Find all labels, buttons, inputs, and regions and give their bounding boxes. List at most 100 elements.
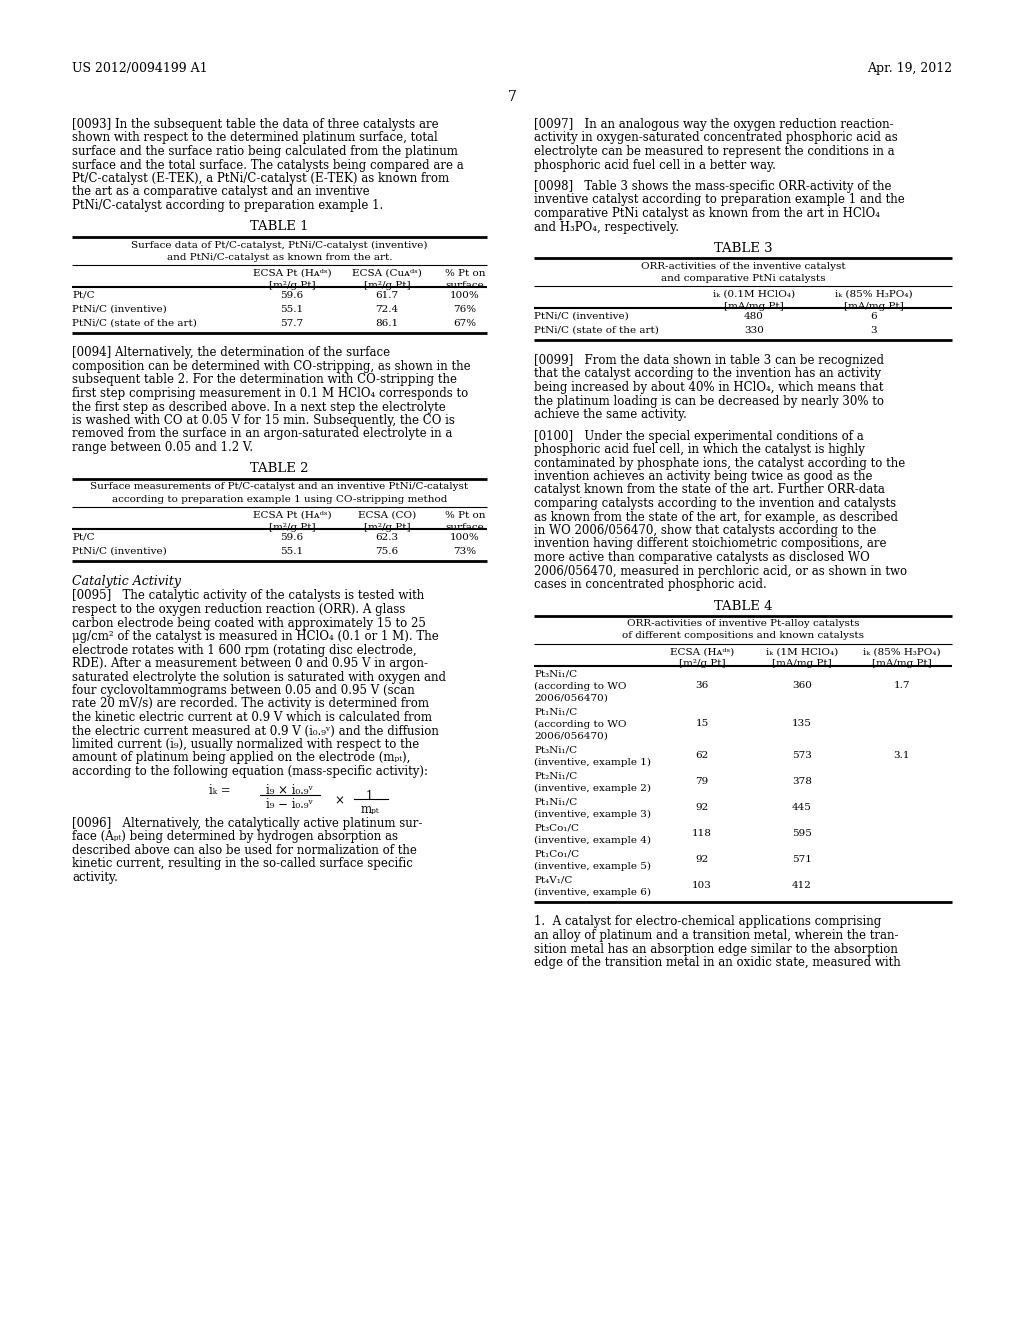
Text: 360: 360	[792, 681, 812, 690]
Text: (according to WO: (according to WO	[534, 719, 627, 729]
Text: mₚₜ: mₚₜ	[360, 803, 379, 816]
Text: iₖ =: iₖ =	[209, 784, 230, 797]
Text: (inventive, example 4): (inventive, example 4)	[534, 836, 651, 845]
Text: catalyst known from the state of the art. Further ORR-data: catalyst known from the state of the art…	[534, 483, 885, 496]
Text: Pt₃Ni₁/C: Pt₃Ni₁/C	[534, 746, 578, 755]
Text: Pt₃Ni₁/C: Pt₃Ni₁/C	[534, 669, 578, 678]
Text: 573: 573	[792, 751, 812, 760]
Text: face (Aₚₜ) being determined by hydrogen absorption as: face (Aₚₜ) being determined by hydrogen …	[72, 830, 398, 843]
Text: more active than comparative catalysts as disclosed WO: more active than comparative catalysts a…	[534, 550, 869, 564]
Text: Catalytic Activity: Catalytic Activity	[72, 574, 181, 587]
Text: iₖ (85% H₃PO₄): iₖ (85% H₃PO₄)	[836, 290, 912, 300]
Text: limited current (i₉), usually normalized with respect to the: limited current (i₉), usually normalized…	[72, 738, 419, 751]
Text: PtNi/C (state of the art): PtNi/C (state of the art)	[72, 318, 197, 327]
Text: TABLE 4: TABLE 4	[714, 599, 772, 612]
Text: i₉ × i₀.₉ᵛ: i₉ × i₀.₉ᵛ	[266, 784, 313, 797]
Text: invention having different stoichiometric compositions, are: invention having different stoichiometri…	[534, 537, 887, 550]
Text: [m²/g Pt]: [m²/g Pt]	[364, 281, 411, 289]
Text: the platinum loading is can be decreased by nearly 30% to: the platinum loading is can be decreased…	[534, 395, 884, 408]
Text: 3.1: 3.1	[894, 751, 910, 760]
Text: electrode rotates with 1 600 rpm (rotating disc electrode,: electrode rotates with 1 600 rpm (rotati…	[72, 644, 417, 656]
Text: [0098]   Table 3 shows the mass-specific ORR-activity of the: [0098] Table 3 shows the mass-specific O…	[534, 180, 892, 193]
Text: 15: 15	[695, 719, 709, 729]
Text: 445: 445	[792, 804, 812, 813]
Text: [0097]   In an analogous way the oxygen reduction reaction-: [0097] In an analogous way the oxygen re…	[534, 117, 894, 131]
Text: comparing catalysts according to the invention and catalysts: comparing catalysts according to the inv…	[534, 498, 896, 510]
Text: as known from the state of the art, for example, as described: as known from the state of the art, for …	[534, 511, 898, 524]
Text: 103: 103	[692, 882, 712, 891]
Text: subsequent table 2. For the determination with CO-stripping the: subsequent table 2. For the determinatio…	[72, 374, 457, 387]
Text: surface and the total surface. The catalysts being compared are a: surface and the total surface. The catal…	[72, 158, 464, 172]
Text: 378: 378	[792, 777, 812, 787]
Text: amount of platinum being applied on the electrode (mₚₜ),: amount of platinum being applied on the …	[72, 751, 411, 764]
Text: ECSA Pt (Hᴀᵈˢ): ECSA Pt (Hᴀᵈˢ)	[253, 268, 332, 277]
Text: Pt₁Ni₁/C: Pt₁Ni₁/C	[534, 708, 578, 717]
Text: removed from the surface in an argon-saturated electrolyte in a: removed from the surface in an argon-sat…	[72, 428, 453, 441]
Text: the kinetic electric current at 0.9 V which is calculated from: the kinetic electric current at 0.9 V wh…	[72, 711, 432, 723]
Text: [0100]   Under the special experimental conditions of a: [0100] Under the special experimental co…	[534, 429, 864, 442]
Text: [0099]   From the data shown in table 3 can be recognized: [0099] From the data shown in table 3 ca…	[534, 354, 884, 367]
Text: 480: 480	[744, 312, 764, 321]
Text: edge of the transition metal in an oxidic state, measured with: edge of the transition metal in an oxidi…	[534, 956, 901, 969]
Text: Pt₂Ni₁/C: Pt₂Ni₁/C	[534, 771, 578, 780]
Text: 86.1: 86.1	[376, 318, 398, 327]
Text: 100%: 100%	[451, 290, 480, 300]
Text: 36: 36	[695, 681, 709, 690]
Text: 61.7: 61.7	[376, 290, 398, 300]
Text: the electric current measured at 0.9 V (i₀.₉ᵛ) and the diffusion: the electric current measured at 0.9 V (…	[72, 725, 439, 738]
Text: 1.7: 1.7	[894, 681, 910, 690]
Text: 92: 92	[695, 855, 709, 865]
Text: 2006/056470): 2006/056470)	[534, 693, 608, 702]
Text: 330: 330	[744, 326, 764, 335]
Text: according to the following equation (mass-specific activity):: according to the following equation (mas…	[72, 766, 428, 777]
Text: invention achieves an activity being twice as good as the: invention achieves an activity being twi…	[534, 470, 872, 483]
Text: of different compositions and known catalysts: of different compositions and known cata…	[622, 631, 864, 640]
Text: PtNi/C (inventive): PtNi/C (inventive)	[72, 305, 167, 314]
Text: composition can be determined with CO-stripping, as shown in the: composition can be determined with CO-st…	[72, 360, 471, 374]
Text: TABLE 1: TABLE 1	[250, 220, 309, 234]
Text: activity.: activity.	[72, 870, 118, 883]
Text: 1.  A catalyst for electro-chemical applications comprising: 1. A catalyst for electro-chemical appli…	[534, 916, 882, 928]
Text: contaminated by phosphate ions, the catalyst according to the: contaminated by phosphate ions, the cata…	[534, 457, 905, 470]
Text: [m²/g Pt]: [m²/g Pt]	[268, 523, 315, 532]
Text: 59.6: 59.6	[281, 532, 303, 541]
Text: 67%: 67%	[454, 318, 476, 327]
Text: Pt₁Ni₁/C: Pt₁Ni₁/C	[534, 797, 578, 807]
Text: four cyclovoltammograms between 0.05 and 0.95 V (scan: four cyclovoltammograms between 0.05 and…	[72, 684, 415, 697]
Text: 100%: 100%	[451, 532, 480, 541]
Text: 6: 6	[870, 312, 878, 321]
Text: surface and the surface ratio being calculated from the platinum: surface and the surface ratio being calc…	[72, 145, 458, 158]
Text: the first step as described above. In a next step the electrolyte: the first step as described above. In a …	[72, 400, 445, 413]
Text: PtNi/C (state of the art): PtNi/C (state of the art)	[534, 326, 658, 335]
Text: iₖ (1M HClO₄): iₖ (1M HClO₄)	[766, 648, 838, 656]
Text: (inventive, example 6): (inventive, example 6)	[534, 887, 651, 896]
Text: (inventive, example 2): (inventive, example 2)	[534, 784, 651, 792]
Text: [m²/g Pt]: [m²/g Pt]	[268, 281, 315, 289]
Text: RDE). After a measurement between 0 and 0.95 V in argon-: RDE). After a measurement between 0 and …	[72, 657, 428, 671]
Text: shown with respect to the determined platinum surface, total: shown with respect to the determined pla…	[72, 132, 437, 144]
Text: and PtNi/C-catalyst as known from the art.: and PtNi/C-catalyst as known from the ar…	[167, 252, 392, 261]
Text: 2006/056470): 2006/056470)	[534, 731, 608, 741]
Text: 92: 92	[695, 804, 709, 813]
Text: [0094] Alternatively, the determination of the surface: [0094] Alternatively, the determination …	[72, 346, 390, 359]
Text: [m²/g Pt]: [m²/g Pt]	[679, 660, 725, 668]
Text: activity in oxygen-saturated concentrated phosphoric acid as: activity in oxygen-saturated concentrate…	[534, 132, 898, 144]
Text: μg/cm² of the catalyst is measured in HClO₄ (0.1 or 1 M). The: μg/cm² of the catalyst is measured in HC…	[72, 630, 438, 643]
Text: US 2012/0094199 A1: US 2012/0094199 A1	[72, 62, 208, 75]
Text: % Pt on: % Pt on	[444, 268, 485, 277]
Text: first step comprising measurement in 0.1 M HClO₄ corresponds to: first step comprising measurement in 0.1…	[72, 387, 468, 400]
Text: 571: 571	[792, 855, 812, 865]
Text: achieve the same activity.: achieve the same activity.	[534, 408, 687, 421]
Text: the art as a comparative catalyst and an inventive: the art as a comparative catalyst and an…	[72, 186, 370, 198]
Text: respect to the oxygen reduction reaction (ORR). A glass: respect to the oxygen reduction reaction…	[72, 603, 406, 616]
Text: 76%: 76%	[454, 305, 476, 314]
Text: kinetic current, resulting in the so-called surface specific: kinetic current, resulting in the so-cal…	[72, 857, 413, 870]
Text: cases in concentrated phosphoric acid.: cases in concentrated phosphoric acid.	[534, 578, 767, 591]
Text: (inventive, example 5): (inventive, example 5)	[534, 862, 651, 871]
Text: (inventive, example 3): (inventive, example 3)	[534, 809, 651, 818]
Text: (according to WO: (according to WO	[534, 681, 627, 690]
Text: 75.6: 75.6	[376, 546, 398, 556]
Text: PtNi/C (inventive): PtNi/C (inventive)	[72, 546, 167, 556]
Text: 62.3: 62.3	[376, 532, 398, 541]
Text: [mA/mg Pt]: [mA/mg Pt]	[844, 302, 904, 312]
